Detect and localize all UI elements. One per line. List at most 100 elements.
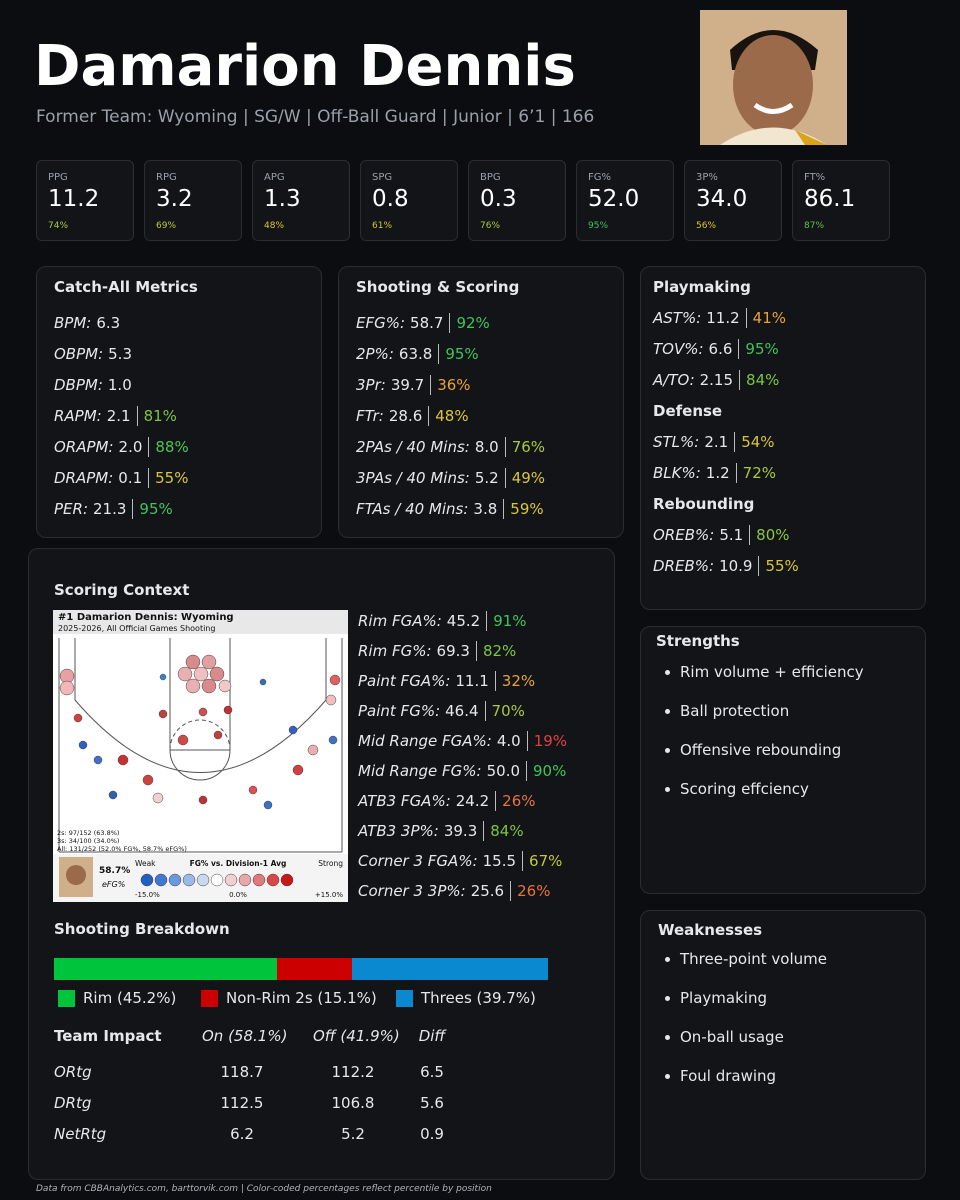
metric-percentile: 70% — [484, 701, 525, 721]
stat-card — [468, 160, 566, 241]
breakdown-segment — [351, 958, 548, 980]
scale-hex — [266, 873, 280, 887]
metric-label: OREB%: — [653, 526, 715, 544]
shot-hex — [177, 666, 193, 682]
cell-value: 112.2 — [331, 1063, 375, 1081]
metric-row: DREB%: 10.9 55% — [653, 556, 799, 576]
metric-percentile: 84% — [483, 821, 524, 841]
breakdown-segment — [54, 958, 278, 980]
metric-value: 45.2 — [446, 612, 481, 630]
scale-hex — [224, 873, 238, 887]
shot-hex — [223, 705, 233, 715]
metric-percentile: 67% — [522, 851, 562, 871]
shot-hex — [248, 785, 258, 795]
metric-percentile: 55% — [148, 468, 188, 488]
stat-percentile: 76% — [480, 221, 501, 231]
metric-value: 1.2 — [705, 464, 730, 482]
scale-hex — [196, 873, 210, 887]
list-item: Three-point volume — [680, 950, 827, 968]
chart-header — [53, 610, 348, 634]
metric-label: ATB3 3P%: — [358, 822, 439, 840]
bullet — [665, 996, 670, 1001]
shot-hex — [193, 666, 209, 682]
metric-percentile: 36% — [430, 375, 471, 395]
stat-percentile: 87% — [804, 221, 825, 231]
scale-title: FG% vs. Division-1 Avg — [190, 859, 287, 868]
shot-hex — [329, 674, 341, 686]
chart-stat-line: 2s: 97/152 (63.8%) — [57, 829, 119, 837]
player-photo — [700, 10, 847, 145]
list-item: Playmaking — [680, 989, 767, 1007]
stat-card — [576, 160, 674, 241]
metric-value: 39.7 — [390, 376, 425, 394]
chart-stat-line: 3s: 34/100 (34.0%) — [57, 837, 119, 845]
stat-card — [360, 160, 458, 241]
cell-value: 112.5 — [220, 1094, 264, 1112]
scale-hex — [168, 873, 182, 887]
metric-percentile: 95% — [132, 499, 173, 519]
metric-percentile: 48% — [428, 406, 469, 426]
shot-hex — [325, 694, 337, 706]
metric-percentile: 59% — [503, 499, 544, 519]
metric-percentile: 54% — [734, 432, 775, 452]
list-item: Scoring effciency — [680, 780, 809, 798]
metric-value: 2.15 — [699, 371, 734, 389]
scale-tick: -15.0% — [135, 891, 160, 899]
scale-hex — [210, 873, 224, 887]
mini-face — [66, 865, 86, 885]
metric-row: PER: 21.3 95% — [54, 499, 173, 519]
bullet — [665, 670, 670, 675]
shot-hex — [263, 800, 273, 810]
metric-label: 2PAs / 40 Mins: — [356, 438, 470, 456]
metric-value: 69.3 — [436, 642, 470, 660]
metric-value: 50.0 — [486, 762, 521, 780]
scale-hex — [252, 873, 266, 887]
metric-label: AST%: — [653, 309, 702, 327]
metric-label: OBPM: — [54, 345, 104, 363]
shot-hex — [73, 713, 83, 723]
stat-value: 3.2 — [156, 186, 193, 212]
stat-card — [792, 160, 890, 241]
metric-value: 5.2 — [474, 469, 499, 487]
column-header: On (58.1%) — [202, 1027, 288, 1045]
shot-hex — [158, 709, 168, 719]
metric-row: OREB%: 5.1 80% — [653, 525, 790, 545]
cell-value: 6.2 — [230, 1125, 254, 1143]
metric-label: DREB%: — [653, 557, 715, 575]
metric-label: 3PAs / 40 Mins: — [356, 469, 470, 487]
stat-card — [36, 160, 134, 241]
shot-hex — [218, 679, 232, 693]
bullet — [665, 748, 670, 753]
metric-value: 2.0 — [118, 438, 143, 456]
metric-row: FTAs / 40 Mins: 3.8 59% — [356, 499, 544, 519]
scale-hex — [238, 873, 252, 887]
metric-label: Paint FGA%: — [358, 672, 451, 690]
shot-hex — [213, 730, 223, 740]
stat-value: 0.8 — [372, 186, 409, 212]
shot-hex — [198, 707, 208, 717]
shot-hex — [201, 678, 217, 694]
metric-label: RAPM: — [54, 407, 102, 425]
metric-row: STL%: 2.1 54% — [653, 432, 775, 452]
cell-value: 5.2 — [341, 1125, 365, 1143]
metric-row: EFG%: 58.7 92% — [356, 313, 490, 333]
metric-value: 25.6 — [470, 882, 505, 900]
stat-label: FT% — [804, 172, 826, 183]
metric-value: 1.0 — [107, 376, 132, 394]
metric-value: 28.6 — [388, 407, 423, 425]
scale-hex — [140, 873, 154, 887]
table-title: Team Impact — [54, 1027, 162, 1045]
scale-hex — [182, 873, 196, 887]
scale-strong: Strong — [318, 859, 343, 868]
player-subtitle: Former Team: Wyoming | SG/W | Off-Ball G… — [36, 107, 595, 127]
metric-row: TOV%: 6.6 95% — [653, 339, 779, 359]
player-name: Damarion Dennis — [34, 34, 576, 99]
strengths-panel — [640, 626, 926, 894]
metric-value: 3.8 — [473, 500, 498, 518]
section-title: Playmaking — [653, 278, 751, 296]
metric-label: Mid Range FGA%: — [358, 732, 492, 750]
metric-row: AST%: 11.2 41% — [653, 308, 786, 328]
metric-label: DBPM: — [54, 376, 103, 394]
